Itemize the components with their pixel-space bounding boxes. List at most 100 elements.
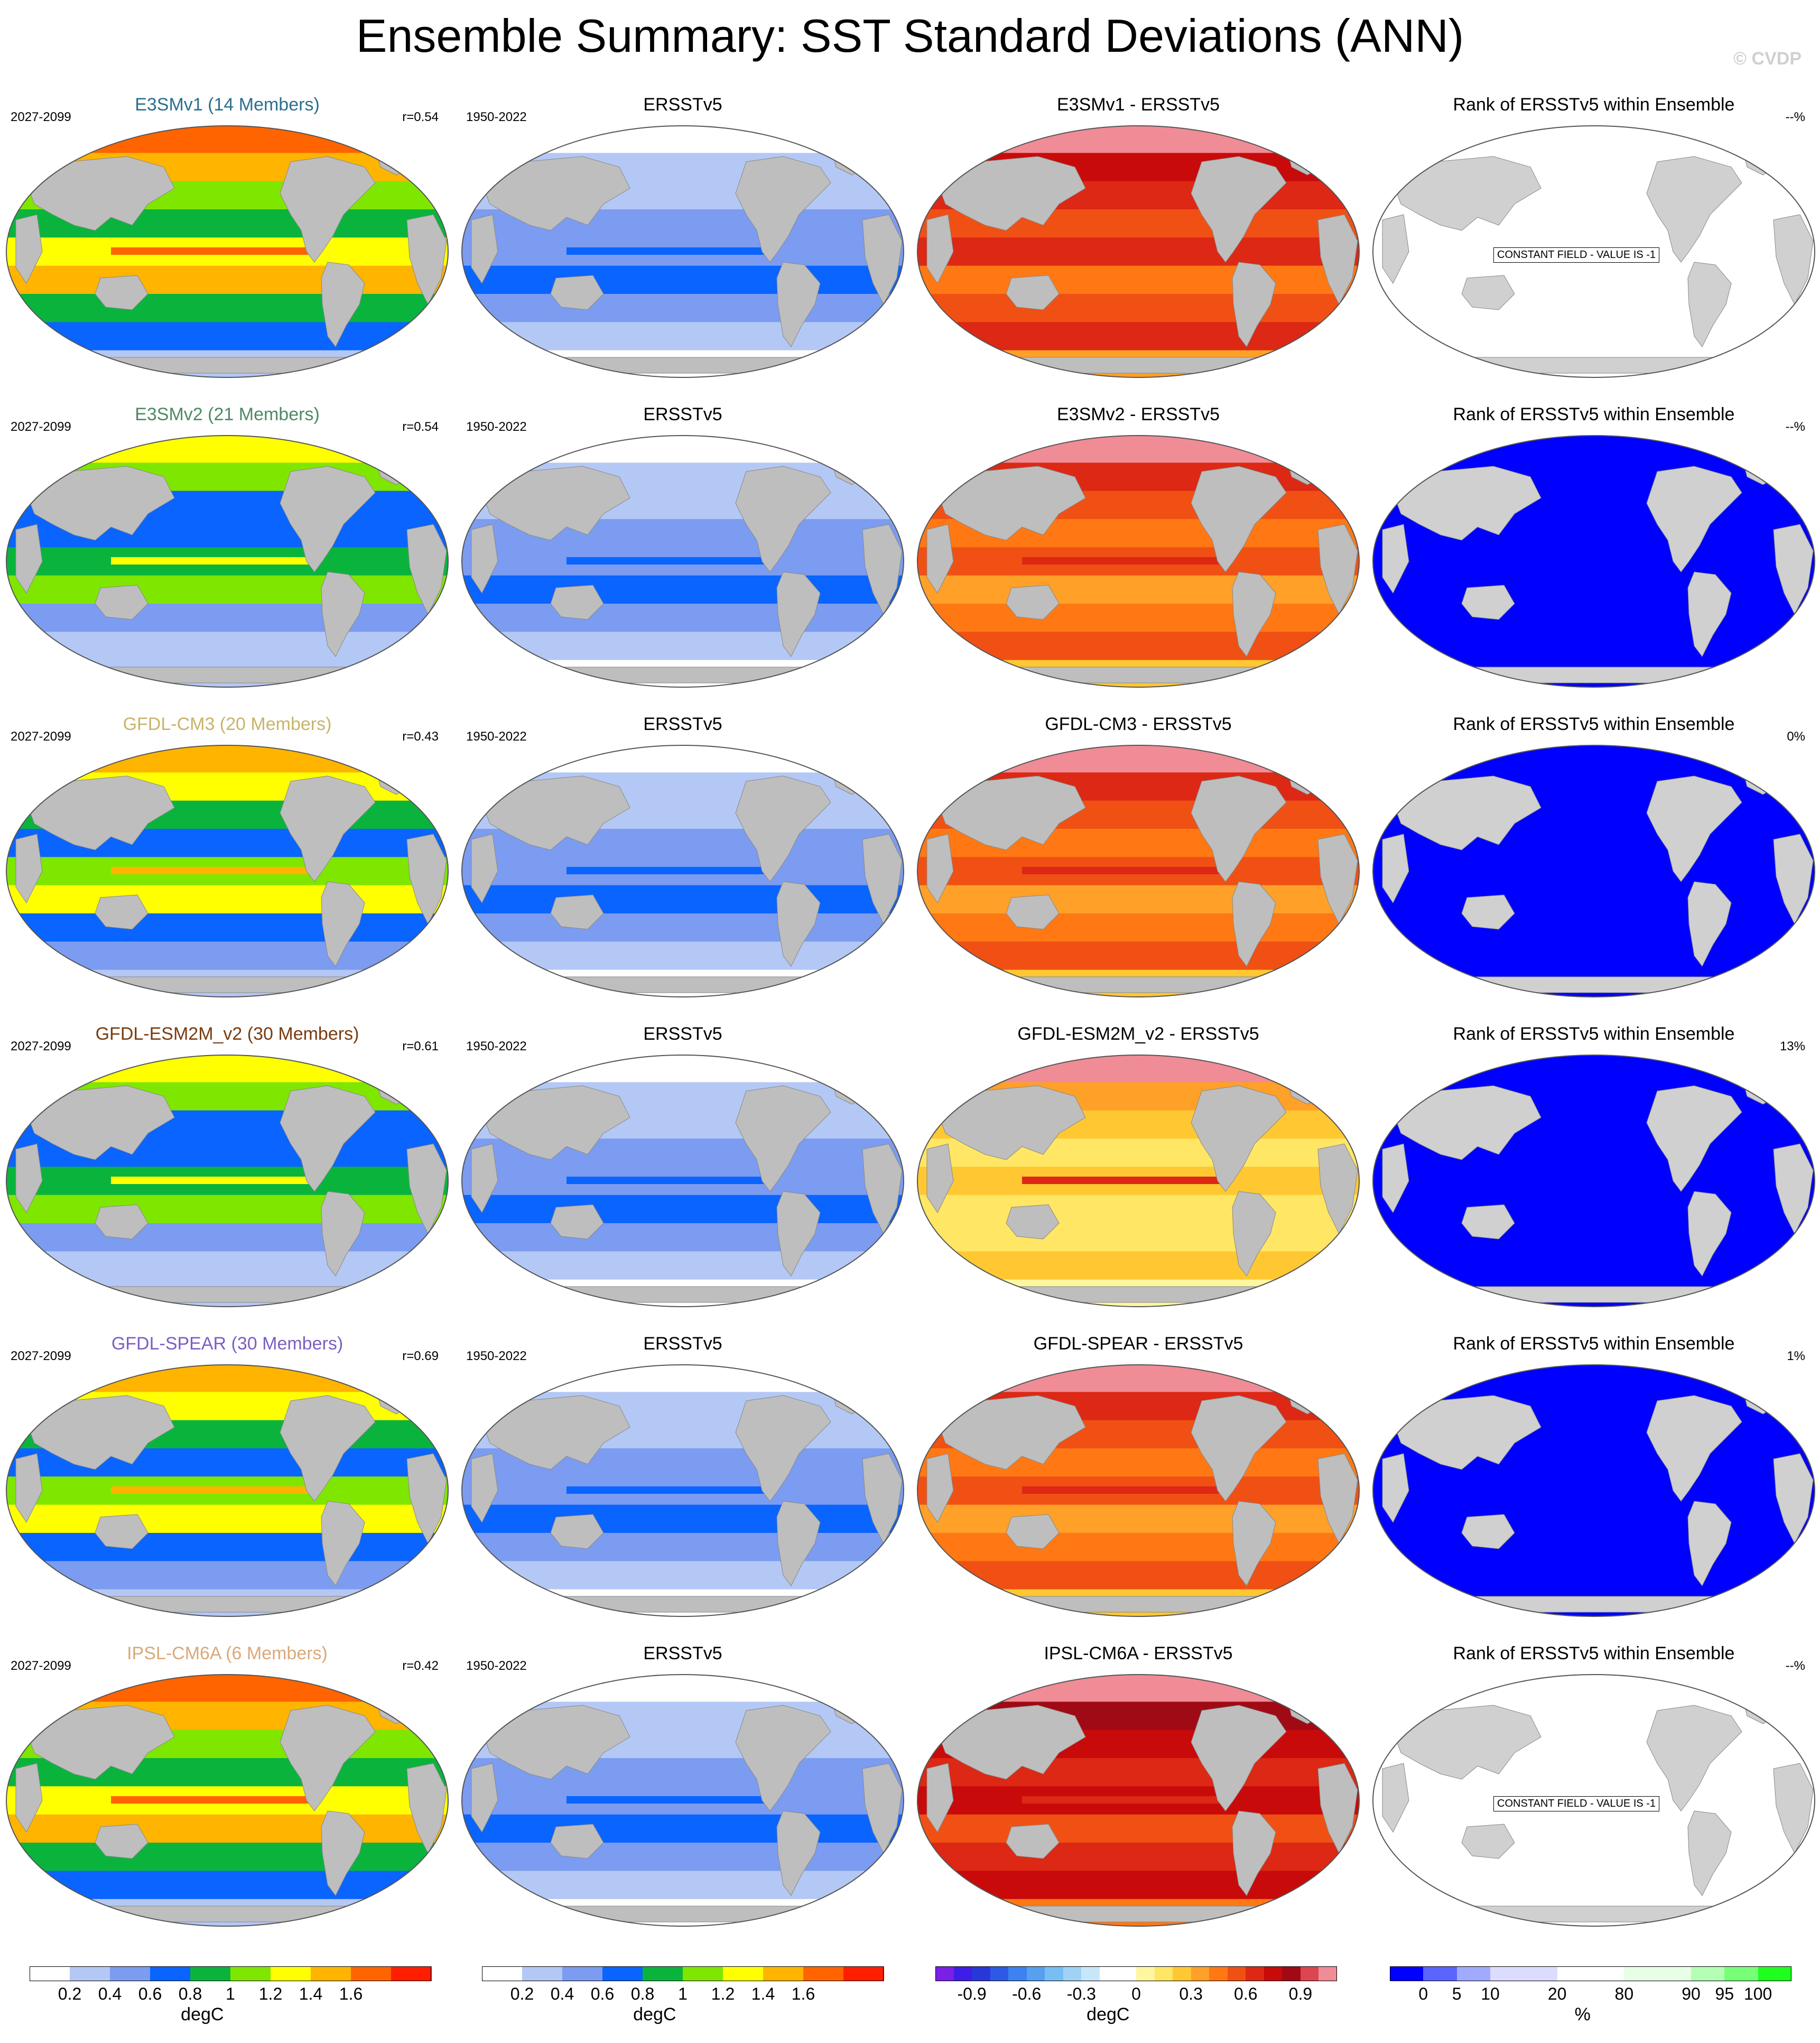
watermark: © CVDP [1733,49,1802,69]
colorbar-1: 0.2 0.4 0.6 0.8 1 1.2 1.4 1.6 degC [482,1966,905,2040]
land-mass [862,1453,903,1545]
land-mass [481,156,630,231]
land-mass [1646,1395,1742,1502]
land-mass [15,834,43,903]
world-map-icon [917,435,1360,688]
world-map-icon [6,1674,449,1927]
land-mass [1646,1705,1742,1811]
sst-band [462,1814,904,1843]
colorbar-swatch [30,1966,70,1981]
land-mass [1687,571,1732,657]
land-mass [15,1143,43,1213]
colorbar-tick-label: 90 [1682,1984,1701,2003]
colorbar-tick-label: 20 [1547,1984,1567,2003]
colorbar-swatch [972,1966,991,1981]
panel-period: 2027-2099 [11,1349,71,1363]
sst-band [1373,1871,1815,1900]
panel-rank-row-5: Rank of ERSSTv5 within Ensemble --% CONSTA… [1367,1643,1820,1953]
colorbar-tick-label: 0.4 [98,1984,122,2003]
land-mass [1232,571,1276,657]
land-mass [1191,466,1287,572]
sst-band [1373,126,1815,154]
sst-band [1373,1561,1815,1590]
land-mass [471,524,498,594]
land-mass [1382,834,1409,903]
land-mass [862,1763,903,1854]
land-mass [68,1286,386,1303]
equatorial-band [111,557,312,565]
colorbar-unit: degC [1087,2004,1130,2024]
land-mass [1773,1453,1814,1545]
map-outline [917,1055,1360,1307]
land-mass [1461,1514,1515,1549]
land-mass [862,214,903,306]
panel-title: IPSL-CM6A - ERSSTv5 [1044,1643,1233,1663]
sst-band [917,632,1359,661]
colorbar-swatch [1099,1966,1118,1981]
sst-band [1373,604,1815,633]
land-mass [937,1085,1086,1160]
land-mass [68,357,386,374]
land-mass [95,1204,148,1240]
map-outline [1372,1055,1815,1307]
land-mass [1232,881,1276,967]
land-mass [321,1501,365,1586]
land-mass [95,1824,148,1859]
panel-period: 1950-2022 [466,729,527,744]
colorbar-tick-label: 95 [1715,1984,1734,2003]
land-mass [26,775,175,851]
sst-band [6,265,448,294]
land-mass [979,1286,1297,1303]
colorbar-swatch [482,1966,523,1981]
panel-period: 2027-2099 [11,420,71,434]
land-mass [321,1810,365,1896]
sst-band [462,1365,904,1393]
sst-band [6,1561,448,1590]
colorbar-3: 0 5 10 20 80 90 95 100% [1390,1966,1813,2040]
land-mass [1435,976,1753,993]
colorbar-tick-label: -0.3 [1066,1984,1096,2003]
equatorial-band [1022,557,1223,565]
sst-band [1373,1167,1815,1196]
panel-obs-row-3: ERSSTv5 1950-2022 [456,1023,910,1333]
world-map-icon [917,125,1360,378]
panel-period: 1950-2022 [466,110,527,124]
sst-band [462,1561,904,1590]
sst-band [462,1843,904,1872]
land-mass [321,571,365,657]
panel-rank-row-3: Rank of ERSSTv5 within Ensemble 13% [1367,1023,1820,1333]
colorbar-tick-label: 5 [1452,1984,1462,2003]
sst-band [917,1533,1359,1562]
panel-title: ERSSTv5 [643,1024,722,1044]
colorbar-swatch [1624,1966,1658,1981]
land-mass [979,976,1297,993]
colorbar-swatch [643,1966,683,1981]
land-mass [926,1143,954,1213]
land-mass [937,466,1086,541]
colorbar-outline [1390,1966,1791,1981]
sst-band [462,1251,904,1280]
land-mass [280,775,376,882]
colorbar-tick-label: 1.6 [791,1984,815,2003]
land-mass [776,1501,821,1586]
land-mass [15,1763,43,1833]
land-mass [68,1596,386,1613]
panel-title: ERSSTv5 [643,404,722,424]
sst-band [917,322,1359,351]
land-mass [776,571,821,657]
panel-period: 2027-2099 [11,729,71,744]
sst-band [1373,1504,1815,1533]
land-mass [937,1705,1086,1780]
colorbar-swatch [1524,1966,1558,1981]
land-mass [1461,585,1515,620]
panel-title: ERSSTv5 [643,714,722,734]
equatorial-band [567,1177,767,1184]
panel-period: 2027-2099 [11,110,71,124]
land-mass [926,524,954,594]
equatorial-band [567,557,767,565]
colorbar-swatch [1191,1966,1210,1981]
land-mass [1392,1395,1542,1470]
sst-band [6,1843,448,1872]
sst-band [462,885,904,914]
colorbar-swatch [803,1966,844,1981]
